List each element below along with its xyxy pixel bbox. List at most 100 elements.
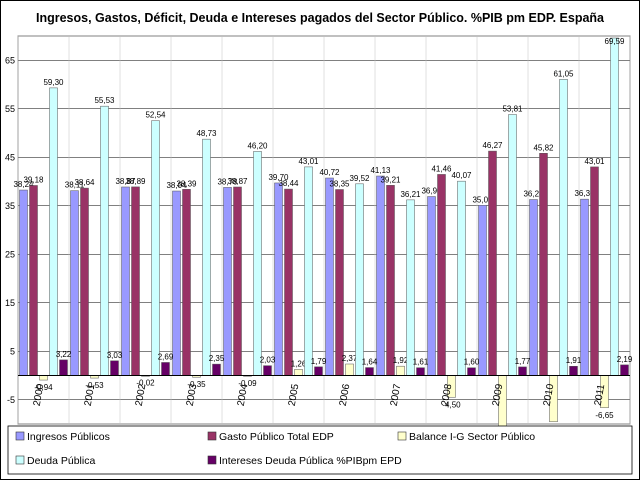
y-tick-label: 25 <box>5 249 15 259</box>
x-tick-label: 2007 <box>389 383 404 407</box>
legend-swatch <box>207 455 217 465</box>
data-label: 52,54 <box>145 111 166 120</box>
legend-swatch <box>397 431 407 441</box>
data-label: 61,05 <box>553 69 574 78</box>
data-label: 38,89 <box>125 177 146 186</box>
data-label: 38,11 <box>65 181 85 190</box>
x-tick-label: 2004 <box>236 383 251 407</box>
bar <box>39 375 48 381</box>
bar <box>29 185 38 376</box>
bar <box>131 186 140 376</box>
data-label: 1,61 <box>413 358 429 367</box>
data-label: -0,02 <box>136 379 155 388</box>
y-tick-label: 35 <box>5 201 15 211</box>
bar <box>253 151 262 376</box>
bar <box>396 365 405 376</box>
bar <box>457 180 466 376</box>
bar <box>355 183 364 376</box>
data-label: 2,19 <box>617 355 633 364</box>
bar <box>386 185 395 376</box>
data-label: 1,77 <box>515 357 531 366</box>
data-label: 36,21 <box>400 190 421 199</box>
bar <box>182 189 191 376</box>
data-label: 48,73 <box>196 129 217 138</box>
bar <box>294 369 303 376</box>
data-label: 38,04 <box>166 181 187 190</box>
y-tick-label: 5 <box>10 346 15 356</box>
data-label: 38,87 <box>227 177 248 186</box>
bar <box>427 196 436 376</box>
data-label: 38,39 <box>176 179 197 188</box>
x-tick-label: 2009 <box>491 383 506 407</box>
data-label: 3,22 <box>56 350 72 359</box>
bar <box>365 367 374 376</box>
data-label: 2,69 <box>158 352 174 361</box>
data-label: 69,59 <box>604 37 625 46</box>
bar <box>376 175 385 376</box>
data-label: -6,65 <box>595 411 614 420</box>
data-label: 2,03 <box>260 356 276 365</box>
bar <box>559 79 568 376</box>
data-label: 39,70 <box>268 173 289 182</box>
data-label: 41,13 <box>370 166 391 175</box>
data-label: 36,90 <box>421 187 442 196</box>
legend-swatch <box>15 431 25 441</box>
bar <box>335 189 344 376</box>
bar <box>416 367 425 376</box>
bar <box>569 365 578 376</box>
chart-title: Ingresos, Gastos, Déficit, Deuda e Inter… <box>36 11 605 25</box>
bar <box>263 365 272 376</box>
data-label: 43,01 <box>584 157 605 166</box>
data-label: 38,24 <box>13 180 34 189</box>
x-tick-label: 2006 <box>338 383 353 407</box>
y-tick-label: 65 <box>5 55 15 65</box>
data-label: 36,28 <box>523 190 544 199</box>
data-label: 1,79 <box>311 357 327 366</box>
legend-label: Ingresos Públicos <box>27 431 110 443</box>
data-label: 2,35 <box>209 354 225 363</box>
data-label: 38,78 <box>217 177 238 186</box>
data-label: 1,91 <box>566 356 582 365</box>
bar <box>620 364 629 376</box>
bar <box>325 177 334 376</box>
bar <box>202 138 211 376</box>
data-label: 38,87 <box>115 177 136 186</box>
bar <box>274 182 283 376</box>
data-label: 41,46 <box>431 164 452 173</box>
legend-label: Intereses Deuda Pública %PIBpm EPD <box>219 455 402 467</box>
legend-swatch <box>15 455 25 465</box>
plot-area: -5 5 15 25 35 45 55 65 38,24 38,11 38,87 38,04 38,78… <box>5 35 633 430</box>
x-tick-label: 2008 <box>440 383 455 407</box>
data-label: 38,44 <box>278 179 299 188</box>
x-tick-label: 2003 <box>185 383 200 407</box>
bar <box>121 186 130 376</box>
bar <box>233 186 242 376</box>
data-label: 39,21 <box>380 175 401 184</box>
bar <box>70 190 79 376</box>
data-label: -0,35 <box>187 380 206 389</box>
y-tick-label: 15 <box>5 298 15 308</box>
bar <box>314 366 323 376</box>
legend-box <box>7 425 633 475</box>
x-tick-label: 2010 <box>542 383 557 407</box>
bar <box>467 367 476 376</box>
data-label: 1,26 <box>291 359 307 368</box>
bar <box>151 120 160 376</box>
legend-label: Balance I-G Sector Público <box>409 431 535 443</box>
data-label: 45,82 <box>533 143 554 152</box>
bar <box>610 37 619 376</box>
data-label: 35,09 <box>472 195 493 204</box>
bar <box>529 199 538 376</box>
bar <box>406 199 415 376</box>
bar <box>161 362 170 376</box>
bar <box>539 153 548 376</box>
bar <box>100 105 109 376</box>
bar <box>508 114 517 376</box>
x-tick-label: 2002 <box>134 383 149 407</box>
data-label: 1,92 <box>393 356 409 365</box>
bar <box>80 187 89 376</box>
data-label: 55,53 <box>94 96 115 105</box>
bar <box>304 166 313 376</box>
data-label: 38,35 <box>329 180 350 189</box>
